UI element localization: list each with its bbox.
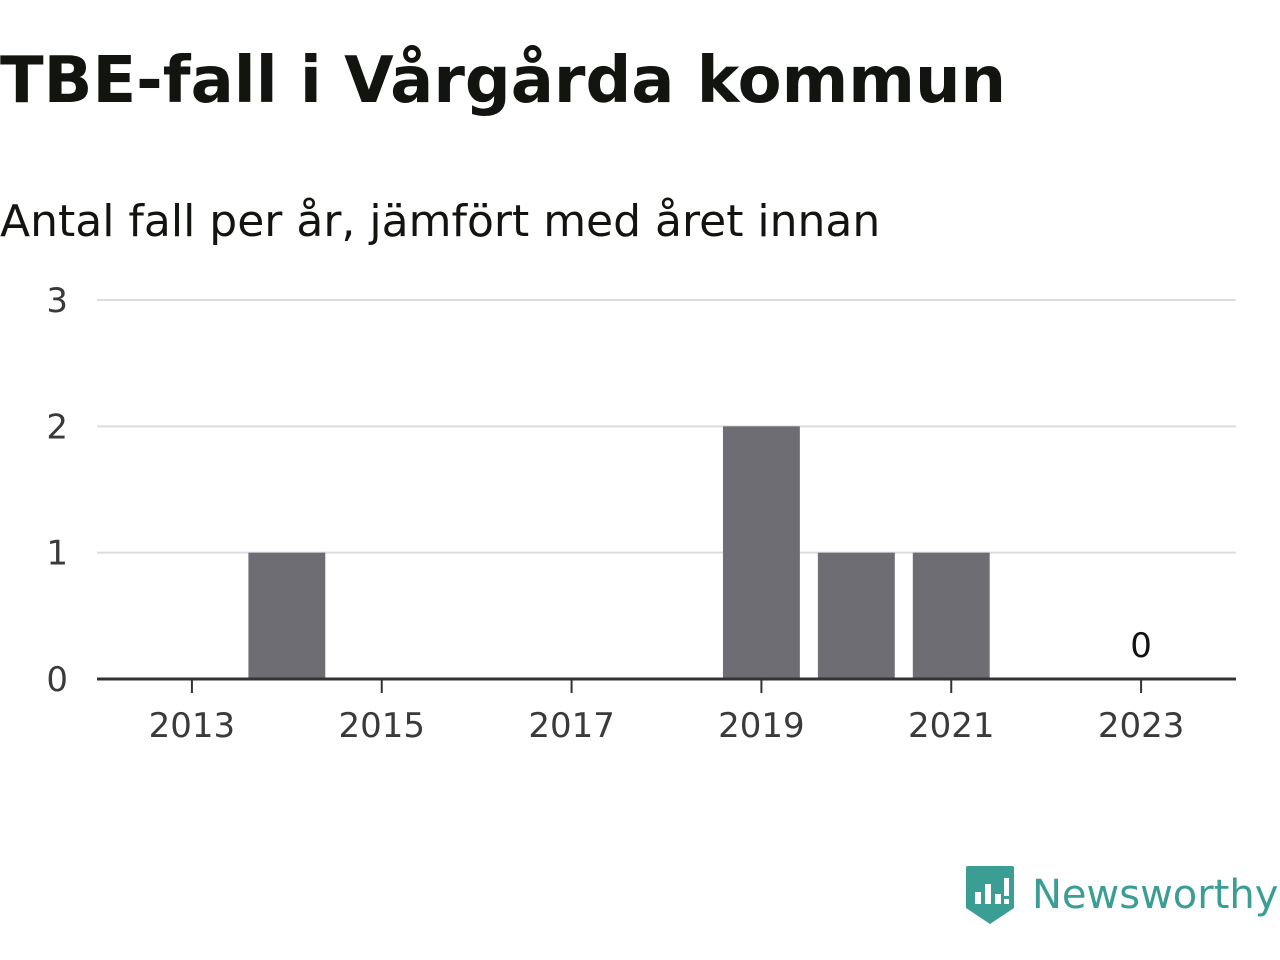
x-tick-label: 2013 — [149, 706, 236, 746]
x-tick-label: 2023 — [1098, 706, 1185, 746]
brand: Newsworthy — [964, 864, 1278, 926]
chart-title: TBE-fall i Vårgårda kommun — [0, 44, 1007, 118]
newsworthy-logo-icon — [966, 866, 1014, 924]
chart-subtitle: Antal fall per år, jämfört med året inna… — [0, 196, 881, 247]
labels: 0 1 2 3 2013 2015 2017 2019 2021 2023 0 — [46, 281, 1184, 746]
y-tick-label: 3 — [46, 281, 68, 321]
y-tick-label: 0 — [46, 660, 68, 700]
x-tick-label: 2017 — [528, 706, 615, 746]
data-label-2023: 0 — [1130, 626, 1152, 666]
x-tick-label: 2021 — [908, 706, 995, 746]
y-tick-label: 1 — [46, 534, 68, 574]
bar-2020 — [817, 552, 895, 679]
bar-2014 — [248, 552, 326, 679]
brand-name: Newsworthy — [1032, 872, 1279, 918]
bar-2019 — [722, 426, 800, 679]
x-tick-label: 2015 — [338, 706, 425, 746]
gridlines — [97, 299, 1236, 554]
y-tick-label: 2 — [46, 407, 68, 447]
bars — [248, 426, 990, 679]
x-tick-label: 2019 — [718, 706, 805, 746]
bar-2021 — [912, 552, 990, 679]
axes — [97, 677, 1236, 693]
